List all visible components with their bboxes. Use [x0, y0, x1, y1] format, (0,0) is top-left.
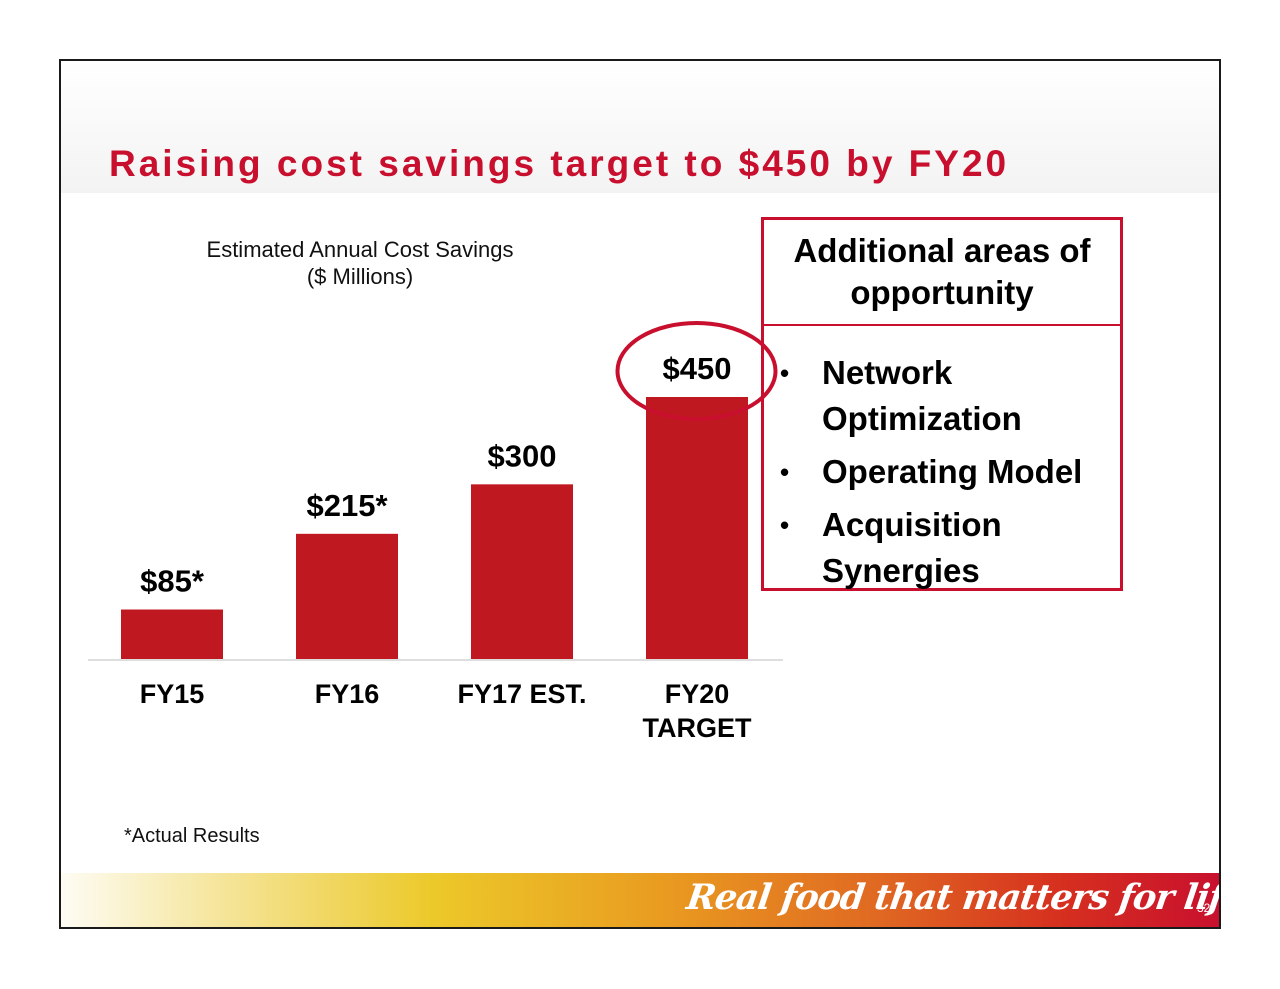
chart-title: Estimated Annual Cost Savings ($ Million…: [150, 236, 570, 290]
data-label-2: $300: [488, 438, 557, 473]
callout-item-acquisition: • Acquisition Synergies: [764, 502, 1120, 594]
page-number: 32: [1197, 901, 1211, 915]
data-label-0: $85*: [140, 564, 205, 599]
footnote: *Actual Results: [124, 825, 260, 847]
bar-1: [296, 533, 398, 659]
category-label-3: TARGET: [643, 713, 752, 743]
slide-title: Raising cost savings target to $450 by F…: [109, 143, 1010, 184]
bullet-icon: •: [780, 510, 790, 540]
chart-title-line-1: Estimated Annual Cost Savings: [206, 237, 514, 262]
category-label-0: FY15: [140, 679, 205, 709]
chart-title-line-2: ($ Millions): [306, 264, 414, 289]
category-label-3: FY20: [665, 679, 730, 709]
callout-item-network: • Network Optimization: [764, 350, 1120, 442]
callout-heading: Additional areas of opportunity: [764, 220, 1120, 326]
data-label-1: $215*: [306, 488, 388, 523]
callout-item-label: Operating Model: [822, 453, 1083, 490]
bar-3: [646, 397, 748, 659]
bar-2: [471, 484, 573, 659]
callout-item-operating-model: • Operating Model: [764, 449, 1120, 495]
header-band: [61, 61, 1219, 193]
footer-band: Real food that matters for life's moment…: [61, 873, 1219, 927]
bullet-icon: •: [780, 358, 790, 388]
opportunity-callout: Additional areas of opportunity • Networ…: [761, 217, 1123, 591]
category-label-2: FY17 EST.: [457, 679, 586, 709]
bar-0: [121, 609, 223, 659]
bullet-icon: •: [780, 457, 790, 487]
callout-item-label: Acquisition Synergies: [822, 506, 1002, 589]
callout-item-label: Network Optimization: [822, 354, 1022, 437]
callout-list: • Network Optimization • Operating Model…: [764, 326, 1120, 594]
highlight-ellipse: [615, 321, 778, 421]
data-label-3: $450: [663, 351, 732, 386]
category-label-1: FY16: [315, 679, 380, 709]
slide: Raising cost savings target to $450 by F…: [59, 59, 1221, 929]
